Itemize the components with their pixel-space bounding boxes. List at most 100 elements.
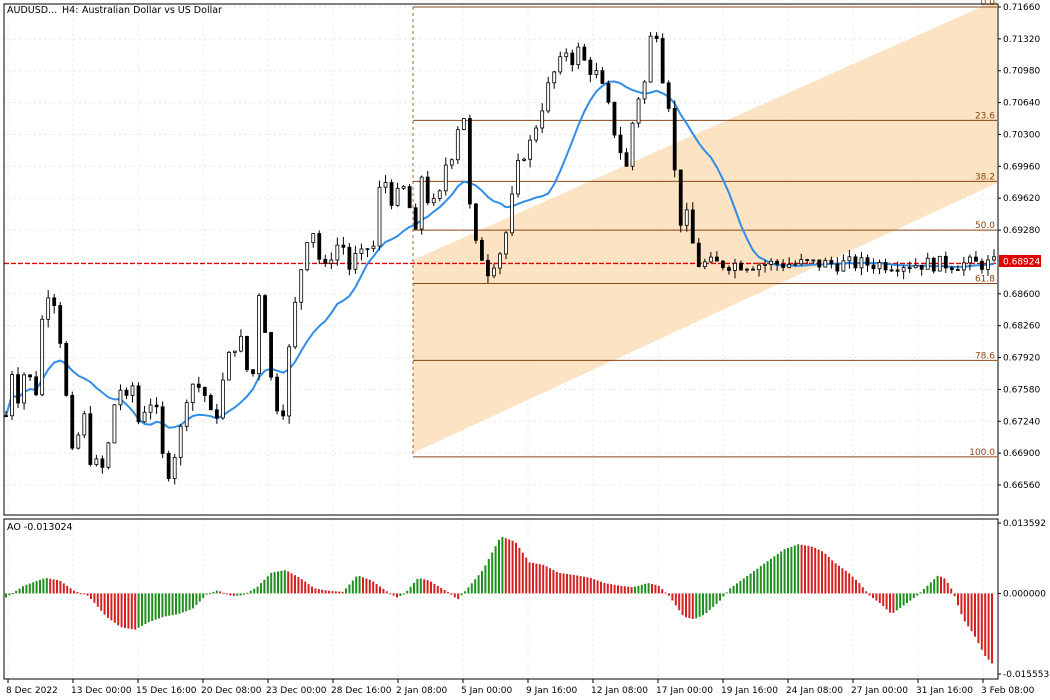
ao-bar-down (124, 593, 126, 628)
ao-tick-label: 0.013592 (1003, 519, 1046, 529)
ao-bar-down (946, 582, 949, 594)
candle-bullish (540, 110, 545, 129)
ao-bar-down (426, 580, 429, 594)
ao-bar-up (277, 571, 279, 594)
candle-bullish (359, 248, 364, 254)
ao-bar-down (576, 575, 579, 594)
time-tick-label: 2 Jan 08:00 (396, 686, 448, 696)
candle-bearish (727, 267, 731, 271)
candle-bullish (449, 159, 454, 166)
ao-bar-down (848, 573, 851, 594)
price-tick-label: 0.66560 (1003, 481, 1040, 491)
ao-bar-down (606, 583, 609, 594)
ao-bar-down (865, 591, 868, 594)
candle-bullish (335, 244, 340, 261)
candle-bearish (407, 186, 412, 209)
time-axis[interactable]: 8 Dec 2022 13 Dec 00:00 15 Dec 16:00 20 Dec… (6, 679, 1035, 696)
ao-bar-up (746, 576, 749, 594)
ao-bar-up (406, 590, 409, 594)
candle-bearish (474, 203, 478, 241)
candle-bearish (341, 244, 346, 248)
price-tick-label: 0.67920 (1003, 354, 1040, 364)
candle-bearish (775, 260, 780, 265)
ao-bar-down (963, 593, 966, 622)
candle-bearish (160, 406, 165, 454)
candle-bullish (745, 268, 749, 271)
candle-bullish (708, 256, 713, 263)
ao-bar-up (899, 593, 902, 608)
ao-bar-down (834, 563, 837, 594)
ao-bar-up (351, 580, 354, 594)
candle-bullish (178, 425, 183, 458)
ao-bar-up (793, 545, 796, 594)
ao-bar-up (181, 593, 184, 613)
ao-bar-up (409, 586, 412, 594)
ao-bar-up (487, 558, 490, 594)
price-tick-label: 0.67240 (1003, 417, 1040, 427)
candle-bearish (4, 415, 8, 418)
candle-bullish (986, 259, 990, 270)
candle-bullish (823, 260, 828, 268)
candle-bearish (853, 256, 858, 269)
ao-bar-down (294, 575, 296, 594)
ao-bar-up (168, 593, 171, 616)
ao-bar-up (8, 593, 11, 596)
price-tick-label: 0.69960 (1003, 162, 1040, 172)
ao-bar-up (484, 565, 487, 594)
ao-bar-down (579, 576, 582, 594)
regression-channel[interactable] (413, 0, 997, 453)
candle-bearish (269, 332, 273, 378)
ao-bar-down (79, 593, 82, 595)
candle-bullish (769, 260, 773, 265)
ao-bar-up (416, 578, 419, 594)
ao-bar-down (566, 573, 568, 594)
price-tick-label: 0.68600 (1003, 290, 1040, 300)
price-axis[interactable]: 0.71660 0.71320 0.70980 0.70640 0.70300 0.699… (998, 3, 1040, 491)
ao-bar-up (763, 563, 766, 594)
candle-bullish (190, 383, 195, 403)
candle-bullish (630, 122, 635, 167)
ao-bar-up (42, 578, 45, 594)
candle-bearish (666, 82, 671, 109)
ao-bar-down (368, 579, 371, 594)
ao-bar-down (940, 576, 942, 594)
ao-bar-down (596, 580, 599, 594)
time-tick-label: 13 Dec 00:00 (71, 686, 132, 696)
ao-bar-up (790, 546, 793, 594)
ao-bar-up (936, 575, 939, 594)
ao-bar-down (365, 578, 368, 594)
ao-bar-down (980, 593, 983, 650)
candle-bullish (353, 252, 358, 270)
time-tick-label: 15 Dec 16:00 (136, 686, 197, 696)
ao-bar-up (154, 593, 157, 620)
ao-bar-up (895, 593, 898, 611)
ao-bar-down (83, 593, 86, 595)
candle-bullish (961, 262, 966, 271)
candle-bearish (136, 385, 141, 423)
ao-bar-up (256, 586, 259, 594)
ao-bar-down (807, 546, 810, 594)
candle-bearish (805, 259, 810, 262)
ao-bar-down (103, 593, 106, 615)
ao-axis[interactable]: 0.013592 0.000000 -0.015553 (998, 519, 1049, 680)
ao-bar-down (127, 593, 130, 629)
ao-bar-down (572, 574, 575, 594)
ao-bar-down (620, 585, 623, 594)
candle-bearish (245, 335, 249, 371)
ao-bar-up (266, 576, 269, 594)
candle-bullish (287, 346, 292, 417)
candle-bullish (257, 295, 261, 375)
candle-bearish (480, 239, 484, 261)
candle-bullish (516, 160, 520, 195)
ao-bar-up (185, 593, 188, 612)
candle-bearish (467, 118, 472, 205)
ao-bar-down (841, 568, 844, 594)
ao-bar-down (804, 545, 806, 594)
ao-bar-up (732, 585, 735, 594)
ao-bar-down (824, 553, 827, 594)
candle-bullish (811, 259, 816, 262)
time-tick-label: 17 Jan 00:00 (656, 686, 713, 696)
candle-bullish (184, 402, 189, 427)
candle-bullish (594, 70, 599, 75)
